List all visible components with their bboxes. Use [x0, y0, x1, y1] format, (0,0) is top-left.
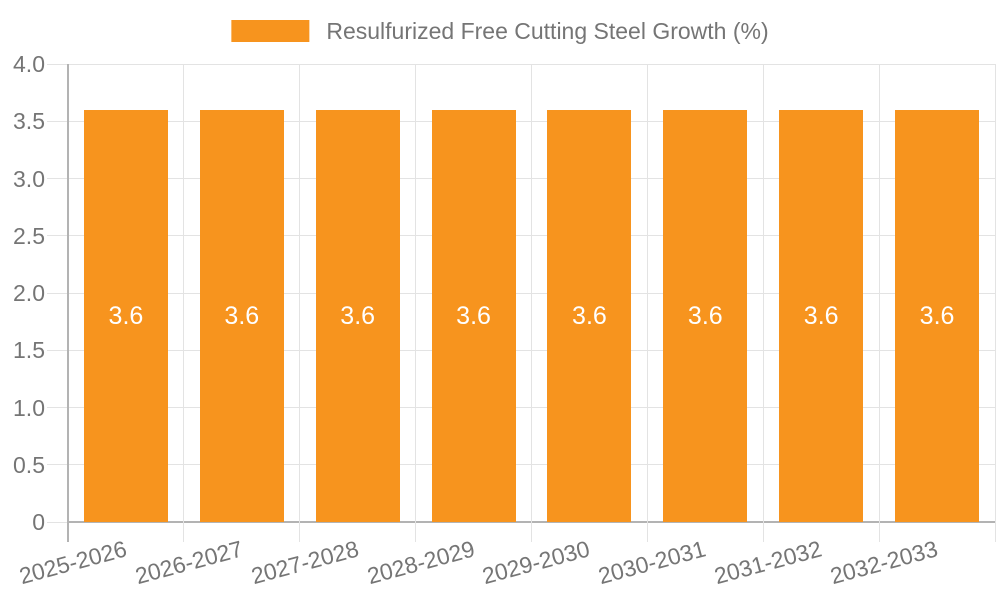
- y-tick-label: 0: [32, 509, 45, 535]
- v-gridline: [646, 64, 648, 542]
- bar[interactable]: 3.6: [431, 109, 516, 522]
- plot-area: 3.6 3.6 3.6 3.6 3.6 3.6 3.6 3.6: [47, 63, 996, 542]
- bar-value-label: 3.6: [108, 301, 144, 330]
- bar[interactable]: 3.6: [199, 109, 284, 522]
- x-tick-label: 2026-2027: [132, 535, 246, 590]
- y-tick-label: 1.5: [13, 337, 45, 364]
- y-tick-stub: [47, 407, 68, 408]
- bar[interactable]: 3.6: [83, 109, 168, 522]
- bar[interactable]: 3.6: [895, 109, 980, 522]
- y-tick-label: 0.5: [13, 451, 45, 478]
- x-tick-label: 2029-2030: [479, 535, 593, 590]
- v-gridline: [183, 64, 185, 542]
- y-tick-label: 1.0: [13, 394, 45, 421]
- v-gridline: [878, 64, 880, 542]
- y-tick-label: 2.5: [13, 222, 45, 249]
- v-gridline: [994, 64, 996, 542]
- v-gridline: [531, 64, 532, 542]
- y-axis-line: [67, 64, 69, 542]
- x-tick-label: 2027-2028: [248, 535, 362, 590]
- legend-swatch-icon: [231, 20, 310, 42]
- x-tick-label: 2025-2026: [16, 535, 130, 590]
- y-tick-stub: [47, 63, 68, 65]
- bar-value-label: 3.6: [572, 301, 607, 330]
- bar[interactable]: 3.6: [547, 109, 632, 522]
- y-tick-stub: [47, 521, 68, 523]
- bar-value-label: 3.6: [224, 301, 260, 330]
- bar-value-label: 3.6: [340, 301, 376, 330]
- v-gridline: [299, 64, 301, 542]
- y-tick-stub: [47, 349, 68, 351]
- y-tick-stub: [47, 292, 68, 294]
- y-tick-stub: [47, 464, 68, 466]
- bar[interactable]: 3.6: [315, 109, 400, 522]
- y-tick-stub: [47, 235, 68, 237]
- legend-label: Resulfurized Free Cutting Steel Growth (…: [326, 18, 769, 44]
- y-tick-stub: [47, 120, 68, 122]
- bar-value-label: 3.6: [687, 301, 723, 330]
- bar[interactable]: 3.6: [663, 109, 748, 522]
- x-tick-label: 2028-2029: [363, 535, 477, 590]
- y-tick-label: 2.0: [13, 280, 45, 306]
- v-gridline: [415, 64, 417, 542]
- y-tick-stub: [47, 178, 68, 179]
- bar-value-label: 3.6: [919, 301, 955, 330]
- bar[interactable]: 3.6: [779, 109, 864, 522]
- bar-value-label: 3.6: [456, 301, 491, 330]
- v-gridline: [762, 64, 764, 542]
- y-tick-label: 4.0: [13, 51, 45, 77]
- legend-item[interactable]: Resulfurized Free Cutting Steel Growth (…: [231, 17, 769, 45]
- x-tick-label: 2031-2032: [711, 535, 825, 590]
- x-tick-label: 2032-2033: [827, 535, 941, 590]
- y-tick-label: 3.5: [13, 108, 45, 135]
- bar-value-label: 3.6: [803, 301, 839, 330]
- y-tick-label: 3.0: [13, 165, 45, 192]
- x-tick-label: 2030-2031: [595, 535, 709, 590]
